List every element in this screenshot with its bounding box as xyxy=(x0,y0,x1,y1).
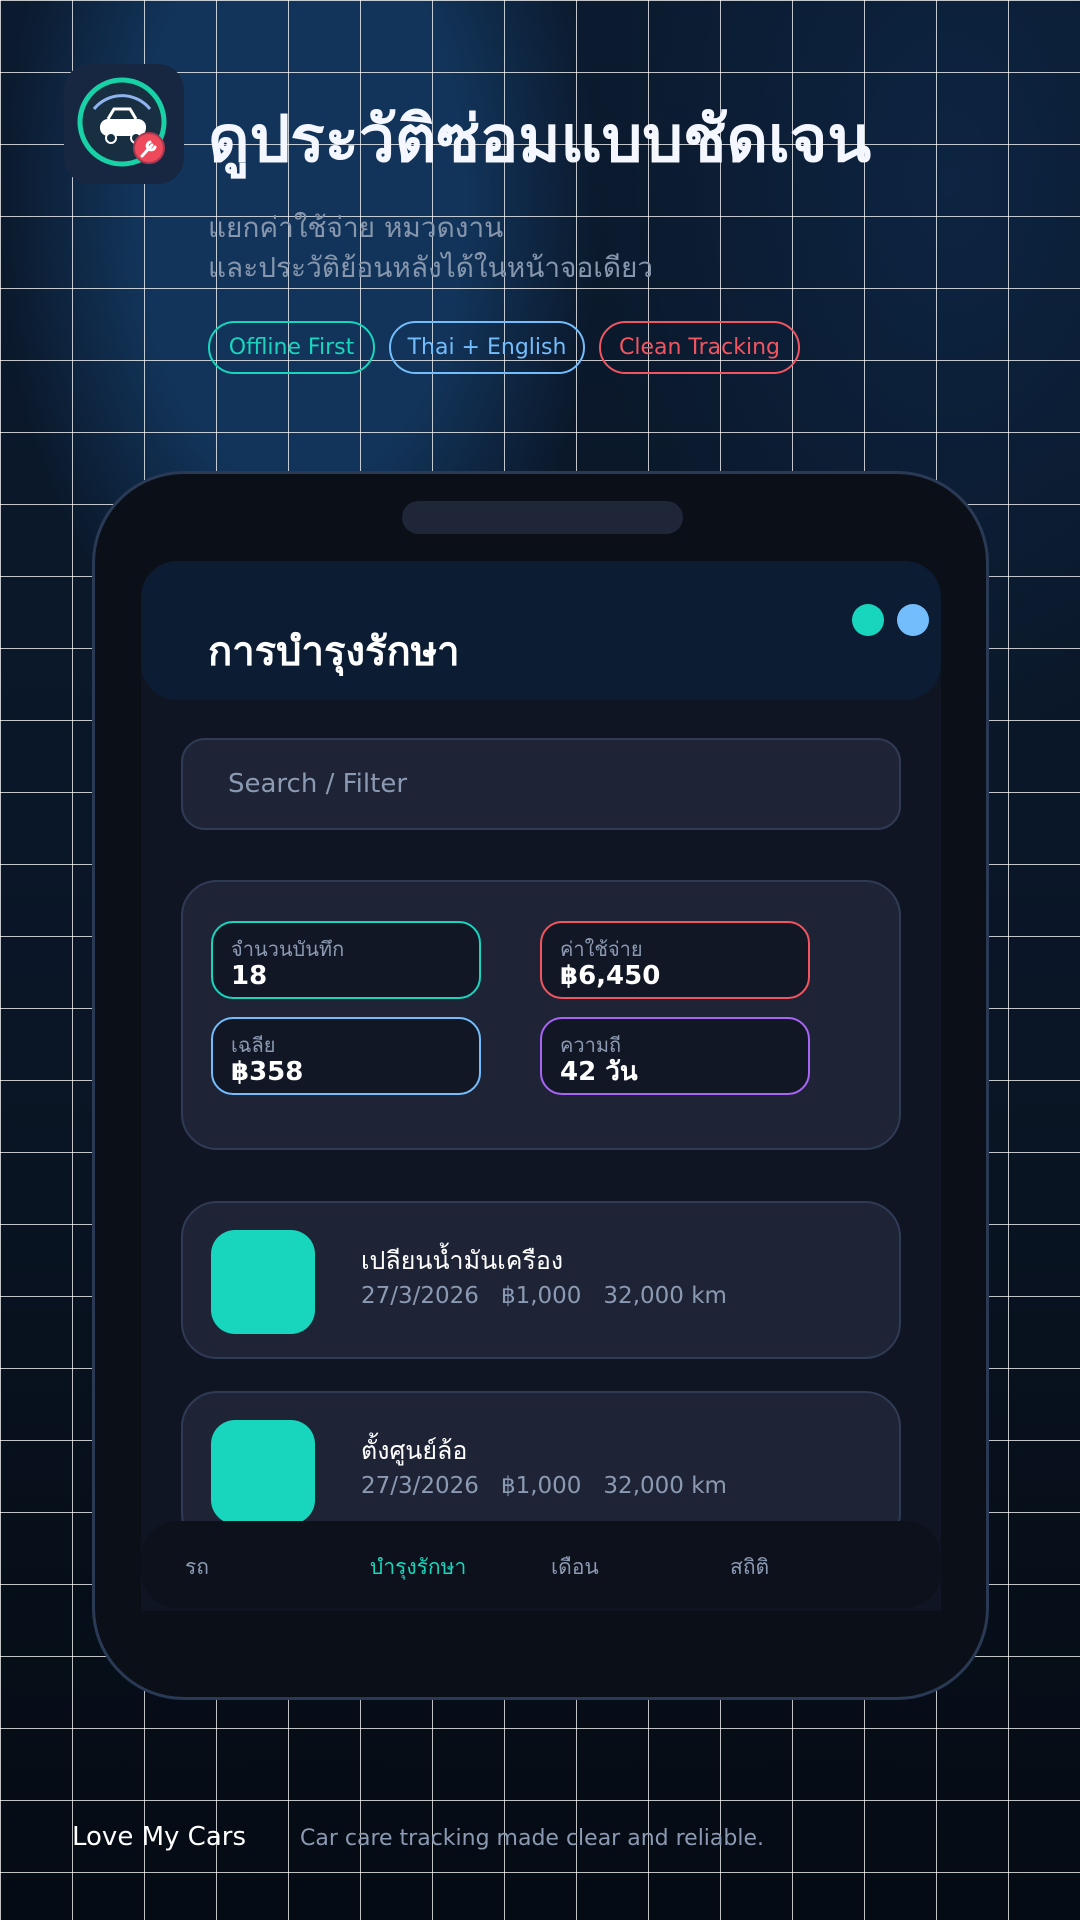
record-meta: 27/3/2026 ฿1,000 32,000 km xyxy=(361,1283,749,1309)
stat-label: ค่าใช้จ่าย xyxy=(560,937,643,961)
stat-value: ฿6,450 xyxy=(560,961,661,991)
stats-panel: จำนวนบันทึก 18 ค่าใช้จ่าย ฿6,450 เฉลีย ฿… xyxy=(181,880,901,1150)
nav-item-stats[interactable]: สถิติ xyxy=(730,1555,770,1579)
record-mileage: 32,000 km xyxy=(603,1473,727,1499)
page-title: การบำรุงรักษา xyxy=(208,629,460,675)
stat-record-count: จำนวนบันทึก 18 xyxy=(211,921,481,999)
footer-brand: Love My Cars xyxy=(72,1822,246,1852)
app-icon xyxy=(64,64,184,184)
phone-mockup: การบำรุงรักษา Search / Filter จำนวนบันทึ… xyxy=(92,471,989,1700)
hero-subtitle-line-2: และประวัติย้อนหลังได้ในหน้าจอเดียว xyxy=(208,251,654,284)
stat-label: จำนวนบันทึก xyxy=(231,937,345,961)
stat-frequency: ความถี 42 วัน xyxy=(540,1017,810,1095)
record-title: เปลียนน้ำมันเครือง xyxy=(361,1246,564,1275)
record-cost: ฿1,000 xyxy=(500,1473,582,1499)
search-input[interactable]: Search / Filter xyxy=(181,738,901,830)
record-category-icon xyxy=(211,1420,315,1524)
app-header: การบำรุงรักษา xyxy=(141,561,941,700)
chip-thai-english: Thai + English xyxy=(389,321,585,374)
stat-label: ความถี xyxy=(560,1033,622,1057)
record-meta: 27/3/2026 ฿1,000 32,000 km xyxy=(361,1473,749,1499)
record-date: 27/3/2026 xyxy=(361,1283,479,1309)
record-card[interactable]: เปลียนน้ำมันเครือง 27/3/2026 ฿1,000 32,000… xyxy=(181,1201,901,1359)
stat-average: เฉลีย ฿358 xyxy=(211,1017,481,1095)
stat-value: 42 วัน xyxy=(560,1057,638,1087)
footer-tagline: Car care tracking made clear and reliabl… xyxy=(300,1826,765,1851)
bottom-nav: รถ บำรุงรักษา เดือน สถิติ xyxy=(141,1521,941,1608)
record-date: 27/3/2026 xyxy=(361,1473,479,1499)
search-placeholder: Search / Filter xyxy=(228,769,408,799)
phone-screen: การบำรุงรักษา Search / Filter จำนวนบันทึ… xyxy=(141,561,941,1611)
record-mileage: 32,000 km xyxy=(603,1283,727,1309)
record-title: ตั้งศูนย์ล้อ xyxy=(361,1436,468,1465)
nav-item-maintenance[interactable]: บำรุงรักษา xyxy=(370,1555,467,1579)
chip-offline-first: Offline First xyxy=(208,321,375,374)
stat-expense: ค่าใช้จ่าย ฿6,450 xyxy=(540,921,810,999)
phone-notch xyxy=(402,501,683,534)
record-cost: ฿1,000 xyxy=(500,1283,582,1309)
stat-label: เฉลีย xyxy=(231,1033,276,1057)
chip-clean-tracking: Clean Tracking xyxy=(599,321,800,374)
record-category-icon xyxy=(211,1230,315,1334)
hero-title: ดูประวัติซ่อมแบบชัดเจน xyxy=(208,103,872,177)
stat-value: ฿358 xyxy=(231,1057,304,1087)
nav-item-month[interactable]: เดือน xyxy=(551,1555,599,1579)
status-dot-blue xyxy=(897,604,929,636)
status-dot-teal xyxy=(852,604,884,636)
car-wrench-gauge-icon xyxy=(77,77,167,167)
nav-item-cars[interactable]: รถ xyxy=(185,1555,209,1579)
hero-subtitle-line-1: แยกค่าใช้จ่าย หมวดงาน xyxy=(208,211,504,244)
stat-value: 18 xyxy=(231,961,268,991)
